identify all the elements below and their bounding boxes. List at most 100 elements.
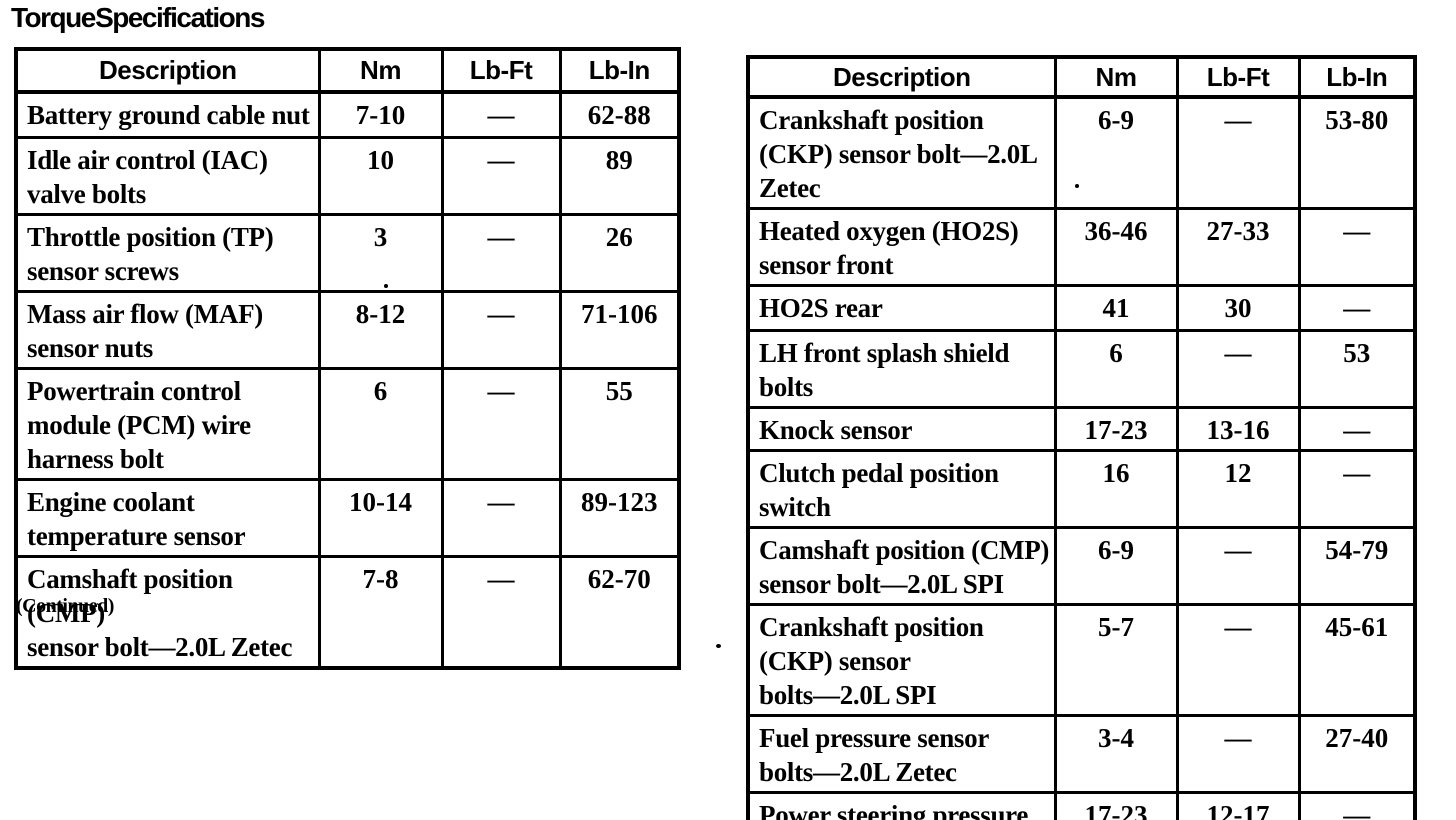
value-cell: 7-8 [317, 554, 444, 669]
table-row: Camshaft position (CMP) sensor bolt—2.0L… [746, 526, 1417, 606]
column-header: Nm [317, 47, 444, 94]
value-cell: — [440, 90, 562, 139]
value-cell: — [1297, 791, 1417, 820]
value-cell: 71-106 [558, 289, 681, 370]
description-cell: Camshaft position (CMP) sensor bolt—2.0L… [746, 526, 1057, 606]
value-cell: 3-4 [1053, 714, 1179, 794]
table-row: Heated oxygen (HO2S) sensor front 36-46 27… [746, 207, 1417, 287]
scan-speck-artifact [1075, 184, 1079, 188]
value-cell: — [1175, 526, 1301, 606]
column-header: Lb-Ft [440, 47, 562, 94]
description-cell: Throttle position (TP) sensor screws [14, 212, 321, 293]
scan-speck-artifact [716, 644, 721, 648]
value-cell: 6 [317, 366, 444, 481]
column-header: Nm [1053, 55, 1179, 99]
value-cell: — [1297, 284, 1417, 332]
table-row: Crankshaft position (CKP) sensor bolt—2.… [746, 95, 1417, 210]
value-cell: 55 [558, 366, 681, 481]
value-cell: 3 [317, 212, 444, 293]
value-cell: 62-88 [558, 90, 681, 139]
value-cell: — [1297, 207, 1417, 287]
value-cell: 89 [558, 135, 681, 216]
value-cell: 54-79 [1297, 526, 1417, 606]
table-row: Power steering pressure (PSP) sensor—tra… [746, 791, 1417, 820]
value-cell: — [1175, 95, 1301, 210]
value-cell: 30 [1175, 284, 1301, 332]
table-row: Clutch pedal position switch 16 12— [746, 449, 1417, 529]
table-row: Engine coolant temperature sensor 10-14—8… [14, 477, 681, 558]
description-cell: HO2S rear [746, 284, 1057, 332]
value-cell: — [1297, 449, 1417, 529]
description-cell: Battery ground cable nut [14, 90, 321, 139]
value-cell: 53 [1297, 329, 1417, 409]
value-cell: 16 [1053, 449, 1179, 529]
value-cell: 45-61 [1297, 603, 1417, 717]
column-header: Lb-Ft [1175, 55, 1301, 99]
value-cell: 27-33 [1175, 207, 1301, 287]
table-row: Crankshaft position (CKP) sensor bolts—2… [746, 603, 1417, 717]
description-cell: Mass air flow (MAF) sensor nuts [14, 289, 321, 370]
description-cell: Engine coolant temperature sensor [14, 477, 321, 558]
value-cell: 17-23 [1053, 406, 1179, 452]
value-cell: — [1175, 329, 1301, 409]
column-header: Description [14, 47, 321, 94]
table-row: Knock sensor 17-23 13-16— [746, 406, 1417, 452]
continued-note: (Continued) [16, 595, 114, 617]
value-cell: 6 [1053, 329, 1179, 409]
description-cell: Crankshaft position (CKP) sensor bolts—2… [746, 603, 1057, 717]
value-cell: — [440, 366, 562, 481]
description-cell: Idle air control (IAC) valve bolts [14, 135, 321, 216]
torque-spec-table-right: Description Nm Lb-Ft Lb-In Crankshaft posit… [746, 55, 1417, 820]
value-cell: 6-9 [1053, 526, 1179, 606]
table-row: LH front splash shield bolts 6—53 [746, 329, 1417, 409]
table-row: Battery ground cable nut 7-10—62-88 [14, 90, 681, 139]
table-body: Battery ground cable nut 7-10—62-88 Idle a… [14, 90, 681, 669]
table-row: Fuel pressure sensor bolts—2.0L Zetec 3-4… [746, 714, 1417, 794]
value-cell: 13-16 [1175, 406, 1301, 452]
value-cell: 7-10 [317, 90, 444, 139]
table-row: HO2S rear 41 30— [746, 284, 1417, 332]
table-header-row: Description Nm Lb-Ft Lb-In [746, 55, 1417, 99]
value-cell: — [440, 477, 562, 558]
description-cell: LH front splash shield bolts [746, 329, 1057, 409]
description-cell: Crankshaft position (CKP) sensor bolt—2.… [746, 95, 1057, 210]
value-cell: — [1297, 406, 1417, 452]
page-title: Torque Specifications [11, 2, 265, 33]
value-cell: — [1175, 603, 1301, 717]
scan-speck-artifact [384, 284, 388, 288]
value-cell: 62-70 [558, 554, 681, 669]
value-cell: 12-17 [1175, 791, 1301, 820]
value-cell: 17-23 [1053, 791, 1179, 820]
value-cell: 27-40 [1297, 714, 1417, 794]
value-cell: 12 [1175, 449, 1301, 529]
value-cell: 41 [1053, 284, 1179, 332]
description-cell: Fuel pressure sensor bolts—2.0L Zetec [746, 714, 1057, 794]
value-cell: 36-46 [1053, 207, 1179, 287]
value-cell: — [440, 554, 562, 669]
table-row: Camshaft position (CMP) sensor bolt—2.0L… [14, 554, 681, 669]
value-cell: — [440, 289, 562, 370]
column-header: Lb-In [558, 47, 681, 94]
value-cell: — [440, 135, 562, 216]
value-cell: 89-123 [558, 477, 681, 558]
value-cell: 26 [558, 212, 681, 293]
table-row: Throttle position (TP) sensor screws 3—26 [14, 212, 681, 293]
torque-spec-table-left: Description Nm Lb-Ft Lb-In Battery ground c… [14, 47, 681, 670]
table-row: Mass air flow (MAF) sensor nuts 8-12—71-1… [14, 289, 681, 370]
value-cell: 53-80 [1297, 95, 1417, 210]
value-cell: 6-9 [1053, 95, 1179, 210]
description-cell: Clutch pedal position switch [746, 449, 1057, 529]
table-header-row: Description Nm Lb-Ft Lb-In [14, 47, 681, 94]
table-row: Idle air control (IAC) valve bolts 10—89 [14, 135, 681, 216]
description-cell: Power steering pressure (PSP) sensor—tra… [746, 791, 1057, 820]
description-cell: Camshaft position (CMP) sensor bolt—2.0L… [14, 554, 321, 669]
description-cell: Powertrain control module (PCM) wire har… [14, 366, 321, 481]
header-row: Description Nm Lb-Ft Lb-In [14, 47, 681, 94]
column-header: Lb-In [1297, 55, 1417, 99]
column-header: Description [746, 55, 1057, 99]
value-cell: 5-7 [1053, 603, 1179, 717]
description-cell: Knock sensor [746, 406, 1057, 452]
description-cell: Heated oxygen (HO2S) sensor front [746, 207, 1057, 287]
value-cell: — [440, 212, 562, 293]
